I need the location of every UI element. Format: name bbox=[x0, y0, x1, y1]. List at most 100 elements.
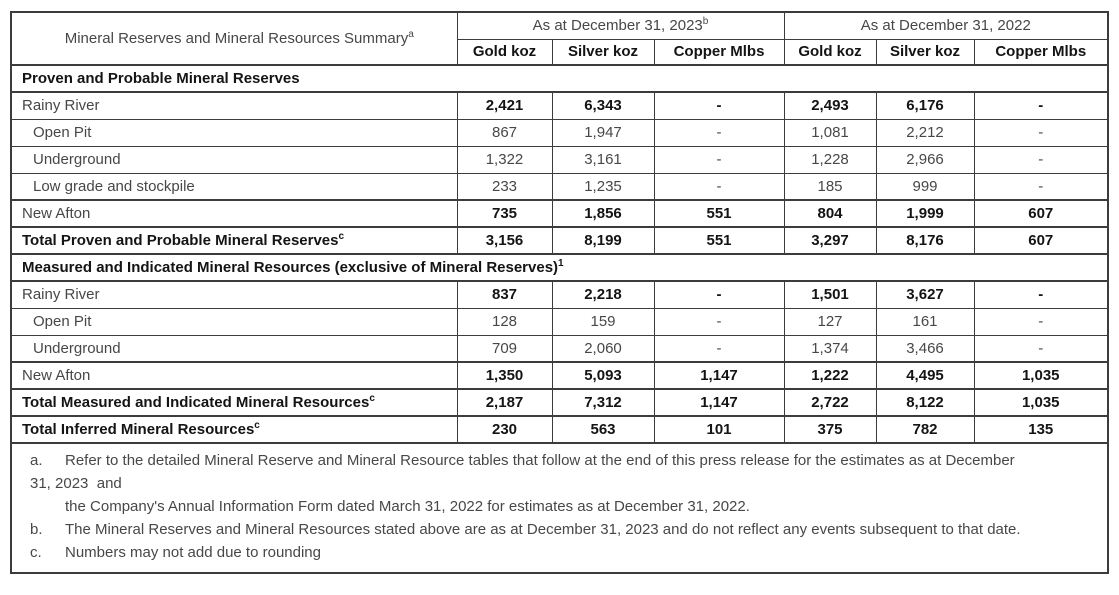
footnote-line: the Company's Annual Information Form da… bbox=[30, 495, 1093, 518]
year-group-2023: As at December 31, 2023b bbox=[456, 11, 785, 40]
footnote-text: 31, 2023 and bbox=[30, 475, 122, 492]
cell-value: 128 bbox=[456, 307, 553, 336]
year-group-2023-superscript: b bbox=[702, 16, 709, 28]
row-label: Total Measured and Indicated Mineral Res… bbox=[10, 388, 458, 417]
cell-value: 7,312 bbox=[551, 388, 655, 417]
cell-value: 551 bbox=[653, 199, 785, 228]
header-row-metals: Gold koz Silver koz Copper Mlbs Gold koz… bbox=[11, 38, 1109, 66]
table-row: Underground 1,322 3,161-1,228 2,966- bbox=[10, 145, 1109, 174]
cell-value: 1,035 bbox=[973, 361, 1109, 390]
cell-value: 2,421 bbox=[456, 91, 553, 120]
cell-value: - bbox=[653, 307, 785, 336]
cell-value: 2,722 bbox=[783, 388, 877, 417]
cell-value: 1,374 bbox=[783, 334, 877, 363]
cell-value: 127 bbox=[783, 307, 877, 336]
table-row: Open Pit 128 159-127 161- bbox=[10, 307, 1109, 336]
table-row: Underground 709 2,060-1,374 3,466- bbox=[10, 334, 1109, 363]
cell-value: 3,156 bbox=[456, 226, 553, 255]
cell-value: 999 bbox=[875, 172, 975, 201]
footnotes: a. Refer to the detailed Mineral Reserve … bbox=[10, 442, 1109, 574]
section-header-row: Measured and Indicated Mineral Resources… bbox=[10, 253, 1109, 282]
cell-value: 837 bbox=[456, 280, 553, 309]
footnote-line: c. Numbers may not add due to rounding bbox=[30, 541, 1093, 564]
row-label: Open Pit bbox=[10, 307, 458, 336]
cell-value: - bbox=[653, 280, 785, 309]
cell-value: 8,176 bbox=[875, 226, 975, 255]
cell-value: - bbox=[973, 307, 1109, 336]
row-label: Open Pit bbox=[10, 118, 458, 147]
footnote-line: 31, 2023 and bbox=[30, 472, 1093, 495]
column-header-gold-2023: Gold koz bbox=[456, 38, 553, 66]
footnote-marker: a. bbox=[30, 452, 43, 469]
column-header-gold-2022: Gold koz bbox=[783, 38, 877, 66]
cell-value: 1,999 bbox=[875, 199, 975, 228]
footnotes-row: a. Refer to the detailed Mineral Reserve … bbox=[10, 442, 1109, 574]
cell-value: 5,093 bbox=[551, 361, 655, 390]
section-header-row: Proven and Probable Mineral Reserves bbox=[10, 64, 1109, 93]
row-label: New Afton bbox=[10, 199, 458, 228]
row-label: Rainy River bbox=[10, 280, 458, 309]
cell-value: - bbox=[973, 145, 1109, 174]
footnote-line: a. Refer to the detailed Mineral Reserve … bbox=[30, 449, 1093, 472]
footnote-marker: c. bbox=[30, 544, 42, 561]
column-header-copper-2022: Copper Mlbs bbox=[973, 38, 1109, 66]
cell-value: 1,222 bbox=[783, 361, 877, 390]
cell-value: 135 bbox=[973, 415, 1109, 444]
cell-value: - bbox=[973, 118, 1109, 147]
footnote-line: b. The Mineral Reserves and Mineral Resou… bbox=[30, 518, 1093, 541]
cell-value: 3,466 bbox=[875, 334, 975, 363]
cell-value: - bbox=[653, 145, 785, 174]
row-label: Rainy River bbox=[10, 91, 458, 120]
row-label: New Afton bbox=[10, 361, 458, 390]
cell-value: - bbox=[653, 334, 785, 363]
section-label: Proven and Probable Mineral Reserves bbox=[10, 64, 1109, 93]
cell-value: 1,947 bbox=[551, 118, 655, 147]
footnote-text: Numbers may not add due to rounding bbox=[65, 544, 321, 561]
table-row: Low grade and stockpile 233 1,235-185 999- bbox=[10, 172, 1109, 201]
cell-value: 3,297 bbox=[783, 226, 877, 255]
cell-value: 1,147 bbox=[653, 361, 785, 390]
cell-value: 2,187 bbox=[456, 388, 553, 417]
cell-value: 185 bbox=[783, 172, 877, 201]
table-row: Total Proven and Probable Mineral Reserv… bbox=[10, 226, 1109, 255]
row-label: Underground bbox=[10, 334, 458, 363]
cell-value: 161 bbox=[875, 307, 975, 336]
row-label-superscript: c bbox=[338, 231, 345, 242]
footnote-text: Refer to the detailed Mineral Reserve an… bbox=[65, 452, 1015, 469]
cell-value: - bbox=[653, 118, 785, 147]
cell-value: 3,627 bbox=[875, 280, 975, 309]
table-body: Proven and Probable Mineral Reserves Rain… bbox=[10, 64, 1109, 574]
table-row: New Afton 1,350 5,093 1,147 1,222 4,495 1,035 bbox=[10, 361, 1109, 390]
cell-value: - bbox=[973, 280, 1109, 309]
table-row: Total Measured and Indicated Mineral Res… bbox=[10, 388, 1109, 417]
cell-value: 1,147 bbox=[653, 388, 785, 417]
cell-value: - bbox=[653, 91, 785, 120]
year-group-2022: As at December 31, 2022 bbox=[783, 11, 1109, 40]
footnote-text: the Company's Annual Information Form da… bbox=[65, 498, 750, 515]
table-row: Rainy River 837 2,218-1,501 3,627- bbox=[10, 280, 1109, 309]
cell-value: - bbox=[973, 91, 1109, 120]
cell-value: 1,235 bbox=[551, 172, 655, 201]
cell-value: 1,501 bbox=[783, 280, 877, 309]
table-title-cell: Mineral Reserves and Mineral Resources S… bbox=[10, 11, 458, 66]
section-label: Measured and Indicated Mineral Resources… bbox=[10, 253, 1109, 282]
cell-value: 4,495 bbox=[875, 361, 975, 390]
cell-value: 2,218 bbox=[551, 280, 655, 309]
cell-value: 1,228 bbox=[783, 145, 877, 174]
cell-value: 2,493 bbox=[783, 91, 877, 120]
cell-value: 6,343 bbox=[551, 91, 655, 120]
cell-value: 2,212 bbox=[875, 118, 975, 147]
cell-value: 804 bbox=[783, 199, 877, 228]
footnote-text: The Mineral Reserves and Mineral Resourc… bbox=[65, 521, 1021, 538]
cell-value: 709 bbox=[456, 334, 553, 363]
footnote-marker: b. bbox=[30, 521, 43, 538]
cell-value: 101 bbox=[653, 415, 785, 444]
cell-value: 867 bbox=[456, 118, 553, 147]
cell-value: 8,199 bbox=[551, 226, 655, 255]
cell-value: - bbox=[973, 172, 1109, 201]
row-label-superscript: c bbox=[254, 420, 260, 431]
cell-value: - bbox=[973, 334, 1109, 363]
table-row: New Afton 735 1,856 551 804 1,999 607 bbox=[10, 199, 1109, 228]
table-title: Mineral Reserves and Mineral Resources S… bbox=[64, 30, 409, 47]
